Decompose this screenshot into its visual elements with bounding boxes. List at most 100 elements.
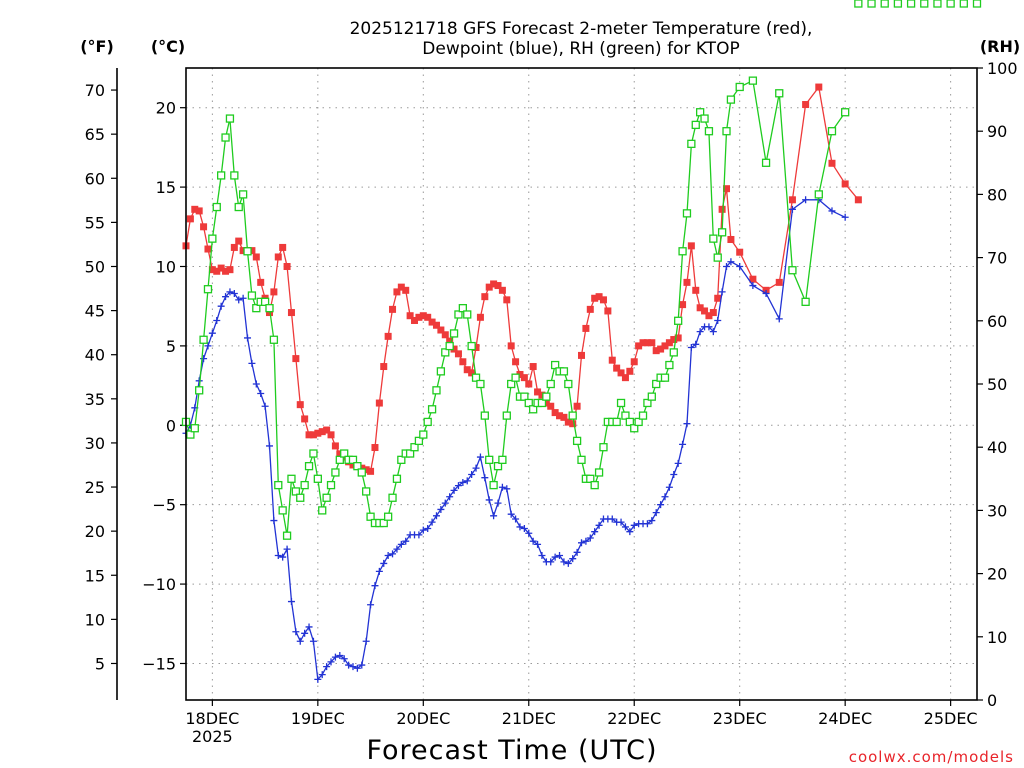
temperature-point bbox=[854, 196, 862, 204]
temperature-point bbox=[375, 399, 383, 407]
rh-point bbox=[814, 190, 823, 199]
rh-point bbox=[722, 127, 731, 136]
rh-point bbox=[616, 398, 626, 408]
temperature-point bbox=[542, 399, 550, 407]
temperature-point bbox=[432, 321, 440, 329]
dewpoint-point bbox=[560, 558, 568, 566]
dewpoint-point bbox=[762, 289, 770, 297]
temperature-point bbox=[674, 334, 682, 342]
dewpoint-point bbox=[525, 529, 533, 537]
rh-point bbox=[265, 304, 274, 313]
credit-label: coolwx.com/models bbox=[849, 748, 1014, 766]
rh-point bbox=[599, 443, 608, 452]
dewpoint-point bbox=[749, 282, 757, 290]
rh-point bbox=[335, 455, 344, 464]
rh-point bbox=[638, 411, 648, 420]
temperature-point bbox=[604, 307, 612, 315]
rh-point bbox=[643, 398, 652, 408]
rh-tick-label: 50 bbox=[987, 375, 1007, 394]
rh-point bbox=[392, 474, 402, 483]
dewpoint-point bbox=[261, 402, 269, 410]
rh-point bbox=[326, 480, 336, 490]
temperature-point bbox=[252, 253, 260, 261]
dewpoint-point bbox=[683, 420, 691, 428]
dewpoint-point bbox=[674, 459, 682, 467]
temperature-point bbox=[485, 283, 493, 291]
rh-tick-label: 100 bbox=[987, 59, 1018, 78]
celsius-tick-label: 20 bbox=[156, 99, 176, 118]
temperature-point bbox=[384, 332, 392, 340]
rh-point bbox=[445, 341, 454, 351]
temperature-point bbox=[639, 339, 647, 347]
x-tick-label: 21DEC bbox=[502, 709, 556, 728]
rh-point bbox=[559, 367, 569, 376]
dewpoint-point bbox=[424, 525, 432, 533]
temperature-point bbox=[591, 294, 599, 302]
rh-point bbox=[625, 417, 634, 427]
temperature-point bbox=[358, 464, 366, 472]
dewpoint-point bbox=[573, 548, 581, 556]
temperature-point bbox=[411, 316, 419, 324]
temperature-point bbox=[257, 278, 265, 286]
rh-point bbox=[704, 127, 714, 136]
dewpoint-point bbox=[274, 551, 282, 559]
rh-point bbox=[933, 0, 942, 8]
rh-tick-label: 90 bbox=[987, 122, 1007, 141]
fahrenheit-tick-label: 45 bbox=[85, 302, 105, 321]
rh-point bbox=[318, 506, 327, 515]
dewpoint-point bbox=[630, 521, 638, 529]
fahrenheit-tick-label: 5 bbox=[95, 654, 105, 673]
temperature-point bbox=[727, 235, 735, 243]
rh-point bbox=[458, 304, 468, 313]
dewpoint-point bbox=[204, 342, 212, 350]
rh-point bbox=[322, 493, 331, 502]
temperature-point bbox=[841, 180, 849, 188]
temperature-point bbox=[450, 345, 458, 353]
dewpoint-point bbox=[534, 540, 542, 548]
rh-point bbox=[788, 266, 797, 275]
dewpoint-point bbox=[415, 531, 423, 539]
rh-point bbox=[867, 0, 876, 8]
temperature-point bbox=[828, 159, 836, 167]
temperature-point bbox=[186, 215, 194, 223]
dewpoint-point bbox=[476, 453, 484, 461]
dewpoint-point bbox=[687, 343, 695, 351]
rh-point bbox=[471, 373, 481, 382]
temperature-point bbox=[208, 266, 216, 274]
rh-point bbox=[234, 202, 243, 212]
temperature-point bbox=[283, 262, 291, 270]
dewpoint-point bbox=[468, 471, 476, 479]
temperature-point bbox=[191, 205, 199, 213]
rh-point bbox=[735, 82, 744, 92]
dewpoint-point bbox=[432, 512, 440, 520]
temperature-point bbox=[287, 309, 295, 317]
temperature-point bbox=[274, 253, 282, 261]
rh-point bbox=[652, 379, 661, 389]
rh-point bbox=[717, 228, 727, 237]
dewpoint-point bbox=[643, 520, 651, 528]
dewpoint-point bbox=[648, 517, 656, 525]
temperature-point bbox=[551, 409, 559, 417]
dewpoint-point bbox=[494, 499, 502, 507]
rh-point bbox=[674, 316, 683, 325]
fahrenheit-tick-label: 10 bbox=[85, 610, 105, 629]
rh-unit-label: (RH) bbox=[980, 37, 1020, 56]
temperature-point bbox=[696, 304, 704, 312]
plot-frame bbox=[185, 67, 978, 701]
dewpoint-point bbox=[696, 328, 704, 336]
temperature-point bbox=[534, 388, 542, 396]
dewpoint-point bbox=[239, 294, 247, 302]
rh-point bbox=[212, 202, 221, 212]
dewpoint-point bbox=[419, 526, 427, 534]
temperature-point bbox=[296, 401, 304, 409]
x-tick-label: 23DEC bbox=[713, 709, 767, 728]
rh-point bbox=[713, 253, 722, 262]
rh-point bbox=[353, 462, 362, 471]
rh-point bbox=[274, 480, 283, 490]
dewpoint-point bbox=[608, 515, 616, 523]
rh-point bbox=[700, 114, 709, 123]
rh-point bbox=[304, 462, 314, 471]
temperature-point bbox=[556, 412, 564, 420]
dewpoint-point bbox=[736, 262, 744, 270]
dewpoint-point bbox=[393, 545, 401, 553]
